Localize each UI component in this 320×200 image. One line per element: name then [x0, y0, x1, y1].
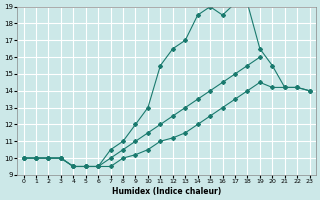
X-axis label: Humidex (Indice chaleur): Humidex (Indice chaleur) [112, 187, 221, 196]
